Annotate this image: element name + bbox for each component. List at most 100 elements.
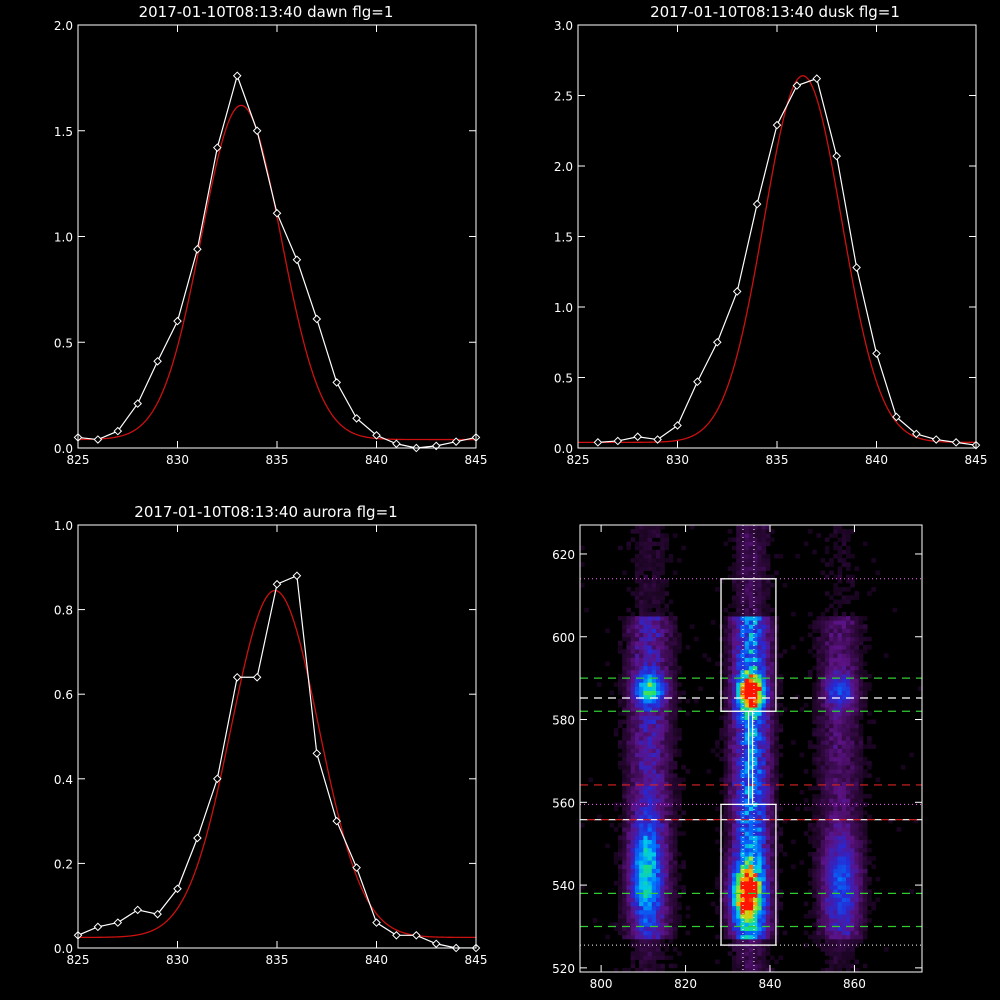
heatmap-pixel bbox=[710, 901, 716, 907]
heatmap-pixel bbox=[833, 872, 838, 878]
heatmap-pixel bbox=[668, 765, 674, 770]
heatmap-pixel bbox=[858, 760, 864, 766]
heatmap-pixel bbox=[639, 632, 644, 638]
heatmap-pixel bbox=[841, 640, 847, 646]
heatmap-pixel bbox=[727, 794, 733, 799]
heatmap-pixel bbox=[744, 525, 750, 530]
heatmap-pixel bbox=[626, 789, 632, 795]
heatmap-pixel bbox=[664, 744, 670, 749]
heatmap-pixel bbox=[630, 868, 636, 874]
heatmap-pixel bbox=[639, 707, 644, 712]
heatmap-pixel bbox=[846, 653, 851, 658]
heatmap-pixel bbox=[647, 847, 653, 853]
heatmap-pixel bbox=[841, 752, 847, 758]
heatmap-pixel bbox=[824, 818, 830, 824]
heatmap-pixel bbox=[816, 889, 822, 894]
heatmap-pixel bbox=[824, 731, 830, 737]
heatmap-pixel bbox=[618, 843, 623, 849]
heatmap-pixel bbox=[833, 529, 838, 534]
heatmap-pixel bbox=[774, 740, 779, 745]
heatmap-pixel bbox=[824, 686, 830, 691]
heatmap-pixel bbox=[647, 769, 653, 774]
heatmap-pixel bbox=[664, 947, 670, 952]
heatmap-pixel bbox=[858, 756, 864, 762]
heatmap-pixel bbox=[639, 781, 644, 787]
heatmap-pixel bbox=[647, 595, 653, 600]
heatmap-pixel bbox=[668, 876, 674, 882]
heatmap-pixel bbox=[715, 880, 720, 886]
heatmap-pixel bbox=[808, 835, 813, 840]
heatmap-pixel bbox=[660, 789, 665, 795]
heatmap-pixel bbox=[727, 690, 733, 696]
heatmap-pixel bbox=[618, 856, 623, 861]
heatmap-pixel bbox=[723, 926, 729, 932]
heatmap-pixel bbox=[622, 831, 627, 836]
heatmap-pixel bbox=[803, 541, 809, 547]
heatmap-pixel bbox=[824, 748, 830, 754]
heatmap-pixel bbox=[808, 889, 813, 894]
heatmap-pixel bbox=[837, 847, 843, 853]
heatmap-pixel bbox=[816, 760, 822, 766]
heatmap-pixel bbox=[803, 901, 809, 907]
heatmap-pixel bbox=[727, 744, 733, 749]
heatmap-pixel bbox=[748, 628, 754, 634]
heatmap-pixel bbox=[706, 769, 712, 774]
heatmap-pixel bbox=[820, 665, 826, 671]
heatmap-pixel bbox=[634, 727, 640, 733]
heatmap-pixel bbox=[736, 595, 741, 600]
heatmap-pixel bbox=[748, 847, 754, 853]
x-tick-label: 825 bbox=[67, 953, 90, 967]
heatmap-pixel bbox=[643, 756, 648, 762]
heatmap-pixel bbox=[761, 566, 767, 571]
x-tick-label: 840 bbox=[365, 953, 388, 967]
heatmap-pixel bbox=[639, 876, 644, 882]
heatmap-pixel bbox=[812, 876, 817, 882]
heatmap-pixel bbox=[820, 934, 826, 940]
heatmap-pixel bbox=[761, 934, 767, 940]
heatmap-pixel bbox=[664, 889, 670, 894]
heatmap-pixel bbox=[850, 616, 855, 621]
heatmap-pixel bbox=[820, 678, 826, 683]
heatmap-pixel bbox=[630, 905, 636, 911]
heatmap-pixel bbox=[770, 777, 775, 783]
heatmap-pixel bbox=[664, 665, 670, 671]
heatmap-pixel bbox=[808, 839, 813, 845]
heatmap-pixel bbox=[812, 640, 817, 646]
heatmap-pixel bbox=[630, 690, 636, 696]
heatmap-pixel bbox=[829, 698, 834, 704]
heatmap-pixel bbox=[753, 839, 758, 845]
heatmap-pixel bbox=[761, 591, 767, 596]
heatmap-pixel bbox=[757, 640, 762, 646]
heatmap-pixel bbox=[672, 889, 678, 894]
heatmap-pixel bbox=[660, 885, 665, 890]
heatmap-pixel bbox=[816, 702, 822, 708]
heatmap-pixel bbox=[765, 818, 771, 824]
heatmap-pixel bbox=[833, 611, 838, 617]
heatmap-pixel bbox=[812, 653, 817, 658]
heatmap-pixel bbox=[748, 781, 754, 787]
heatmap-pixel bbox=[634, 640, 640, 646]
heatmap-pixel bbox=[791, 839, 796, 845]
heatmap-pixel bbox=[656, 678, 661, 683]
heatmap-pixel bbox=[753, 553, 758, 559]
heatmap-pixel bbox=[837, 682, 843, 687]
heatmap-pixel bbox=[748, 897, 754, 903]
heatmap-pixel bbox=[829, 880, 834, 886]
heatmap-pixel bbox=[854, 624, 860, 629]
heatmap-pixel bbox=[748, 698, 754, 704]
heatmap-pixel bbox=[630, 839, 636, 845]
heatmap-pixel bbox=[744, 889, 750, 894]
heatmap-pixel bbox=[812, 769, 817, 774]
heatmap-pixel bbox=[803, 798, 809, 803]
heatmap-pixel bbox=[757, 773, 762, 778]
heatmap-pixel bbox=[744, 578, 750, 584]
heatmap-pixel bbox=[854, 847, 860, 853]
heatmap-pixel bbox=[643, 529, 648, 534]
heatmap-pixel bbox=[770, 628, 775, 634]
heatmap-pixel bbox=[744, 649, 750, 654]
heatmap-pixel bbox=[765, 736, 771, 741]
heatmap-pixel bbox=[630, 529, 636, 534]
heatmap-pixel bbox=[740, 847, 746, 853]
heatmap-pixel bbox=[744, 682, 750, 687]
y-tick-label: 0.0 bbox=[554, 442, 573, 456]
